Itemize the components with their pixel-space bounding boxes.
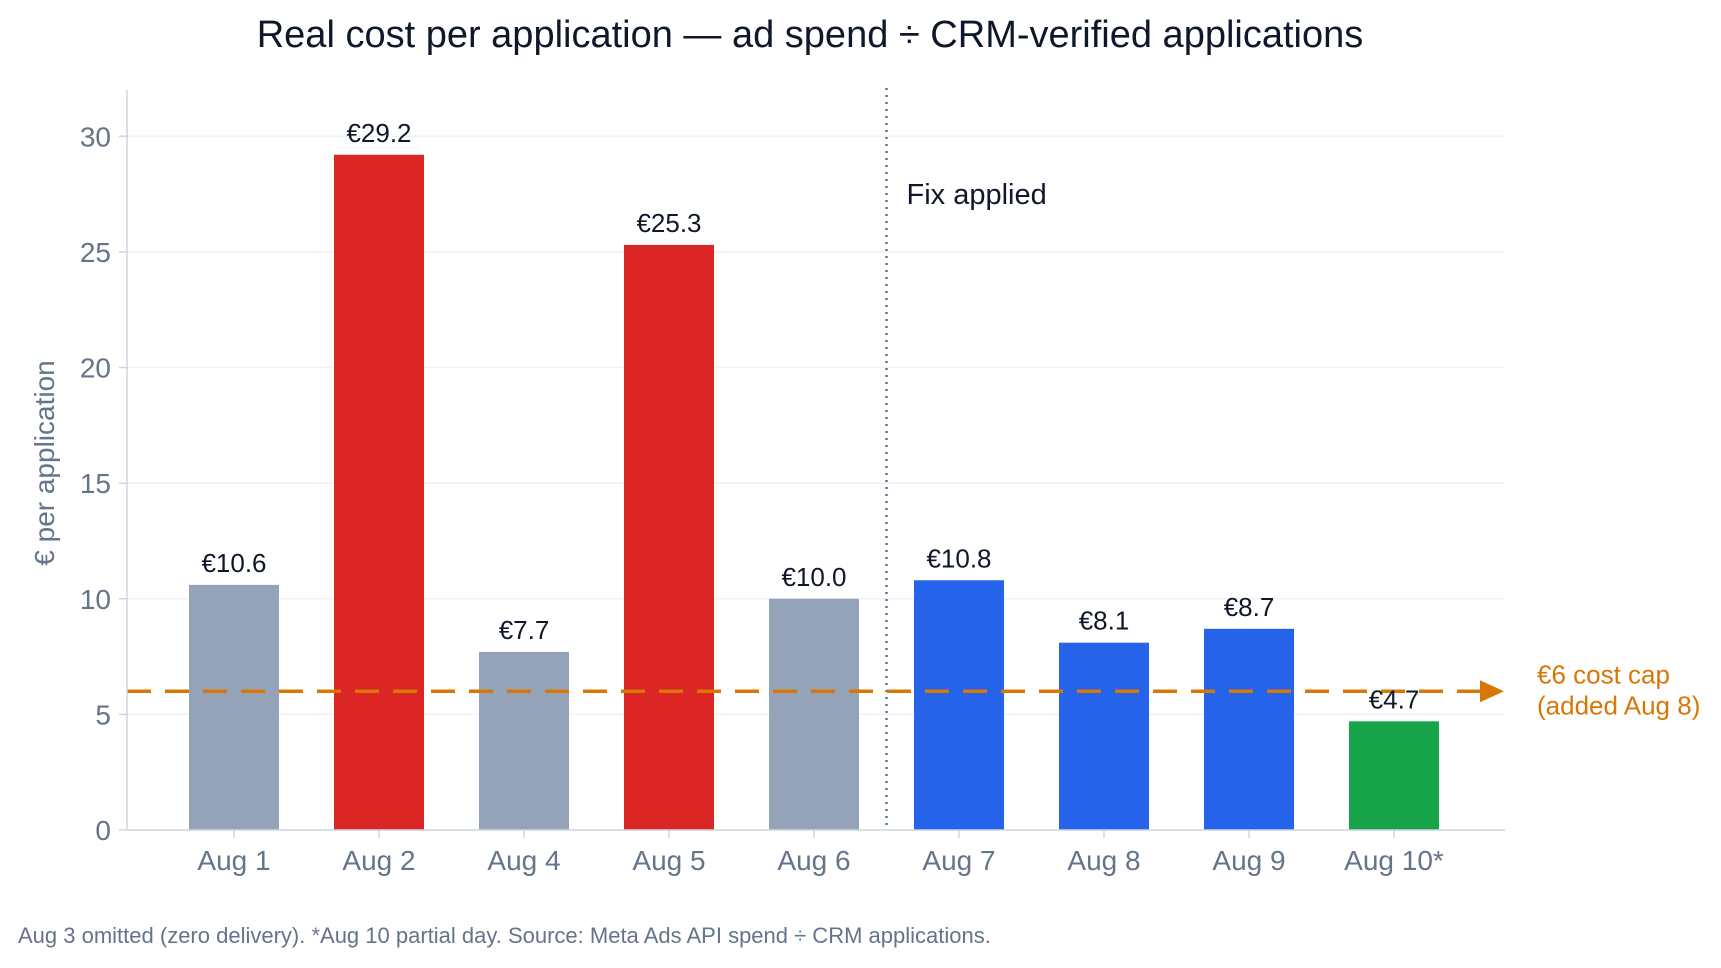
chart-title: Real cost per application — ad spend ÷ C… [257,14,1364,56]
x-tick-label: Aug 1 [197,845,270,876]
x-tick-label: Aug 5 [632,845,705,876]
data-labels-layer: €10.6 €29.2 €7.7 €25.3 €10.0 €10.8 €8.1 €8.7 €4.… [201,118,1700,721]
fix-applied-label: Fix applied [907,179,1047,211]
bar [624,244,714,830]
x-tick-label: Aug 6 [777,845,850,876]
x-tick-label: Aug 7 [922,845,995,876]
reference-layer [127,88,1504,830]
x-tick-label: Aug 9 [1212,845,1285,876]
y-axis-label: € per application [29,360,60,565]
bar [1204,628,1294,830]
y-tick-label: 5 [95,699,111,730]
footnote: Aug 3 omitted (zero delivery). *Aug 10 p… [18,923,991,948]
bar [769,598,859,830]
data-label: €10.8 [926,543,991,573]
y-tick-label: 10 [80,584,111,615]
data-label: €25.3 [636,208,701,238]
bars-layer [189,154,1439,830]
bar [334,154,424,830]
x-tick-label: Aug 4 [487,845,560,876]
bar [914,580,1004,830]
x-tick-label: Aug 10* [1344,845,1444,876]
cost-cap-label: €6 cost cap [1537,659,1670,689]
data-label: €29.2 [346,118,411,148]
data-label: €10.6 [201,548,266,578]
y-tick-label: 15 [80,468,111,499]
bar [189,584,279,830]
bar [479,651,569,830]
x-tick-label: Aug 2 [342,845,415,876]
data-label: €8.7 [1224,592,1275,622]
axis-layer: 0 5 10 15 20 25 30 Aug 1 Aug 2 Aug 4 Aug 5 Aug 6 Aug… [80,90,1505,876]
y-tick-label: 20 [80,353,111,384]
cost-cap-label: (added Aug 8) [1537,690,1700,720]
data-label: €4.7 [1369,684,1420,714]
x-tick-label: Aug 8 [1067,845,1140,876]
bar [1349,721,1439,830]
cost-cap-arrow [1480,680,1504,703]
bar [1059,642,1149,830]
y-tick-label: 25 [80,237,111,268]
y-tick-label: 30 [80,121,111,152]
data-label: €7.7 [499,615,550,645]
data-label: €10.0 [781,562,846,592]
y-tick-label: 0 [95,815,111,846]
data-label: €8.1 [1079,606,1130,636]
